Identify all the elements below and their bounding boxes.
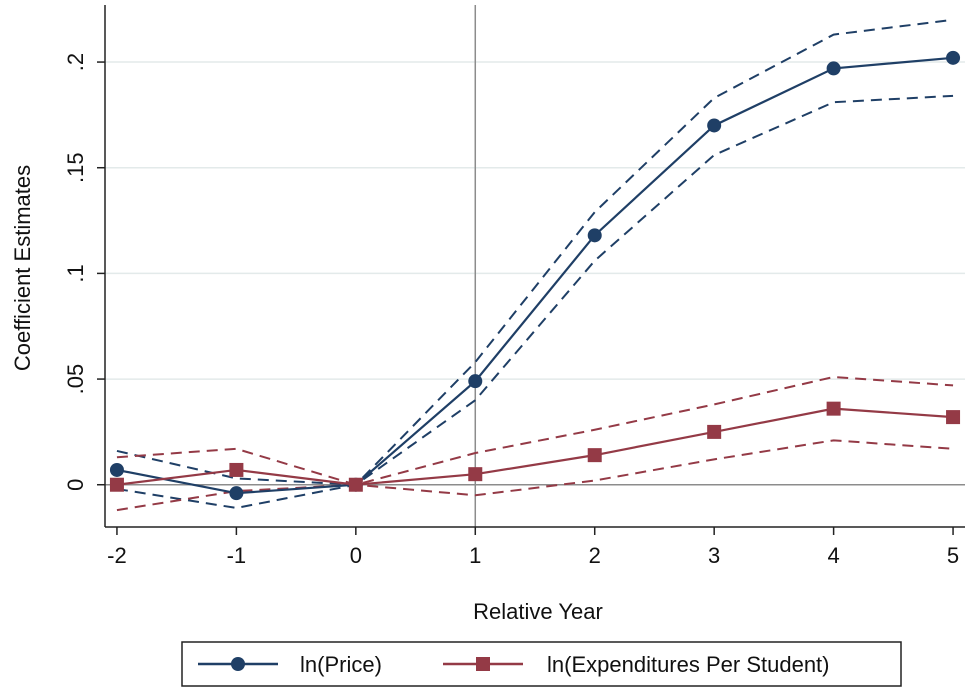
point-ln-expenditures-1 (229, 462, 244, 477)
point-ln-expenditures-4 (587, 448, 602, 463)
series-line-ln-price (116, 56, 954, 495)
y-tick-label-4: .2 (63, 53, 88, 71)
legend-box (181, 641, 902, 687)
point-ln-price-5 (707, 118, 722, 133)
x-tick-label-5: 3 (708, 543, 720, 568)
point-ln-expenditures-3 (468, 467, 483, 482)
y-tick-label-3: .15 (63, 152, 88, 183)
x-tick-label-3: 1 (469, 543, 481, 568)
ci-upper-ln-price (116, 18, 954, 486)
reference-lines (105, 5, 965, 527)
x-tick-label-1: -1 (227, 543, 247, 568)
y-tick-label-2: .1 (63, 264, 88, 282)
point-ln-price-6 (826, 61, 841, 76)
legend: ln(Price) ln(Expenditures Per Student) (181, 641, 902, 687)
x-tick-label-0: -2 (107, 543, 127, 568)
point-ln-expenditures-5 (707, 424, 722, 439)
x-tick-label-2: 0 (350, 543, 362, 568)
legend-marker-ln-expenditures (476, 657, 490, 671)
series-markers (109, 50, 961, 501)
y-axis-label: Coefficient Estimates (10, 165, 35, 371)
x-tick-label-6: 4 (827, 543, 839, 568)
series-line-ln-expenditures (116, 407, 954, 486)
axes: 0 .05 .1 .15 .2 -2 -1 0 1 2 3 4 5 (63, 5, 965, 568)
y-tick-label-1: .05 (63, 364, 88, 395)
point-ln-price-1 (229, 486, 244, 501)
point-ln-price-3 (468, 374, 483, 389)
point-ln-expenditures-6 (826, 401, 841, 416)
point-ln-expenditures-0 (109, 477, 124, 492)
point-ln-price-0 (109, 462, 124, 477)
legend-label-ln-expenditures: ln(Expenditures Per Student) (547, 652, 830, 677)
point-ln-price-4 (587, 228, 602, 243)
legend-label-ln-price: ln(Price) (300, 652, 382, 677)
x-tick-label-7: 5 (947, 543, 959, 568)
point-ln-expenditures-2 (348, 477, 363, 492)
x-tick-label-4: 2 (589, 543, 601, 568)
ci-lower-ln-expenditures (116, 439, 954, 512)
legend-marker-ln-price (231, 657, 245, 671)
y-tick-label-0: 0 (63, 479, 88, 491)
series-lines (116, 56, 954, 495)
point-ln-expenditures-7 (946, 410, 961, 425)
point-ln-price-7 (946, 50, 961, 65)
plot-background (105, 5, 965, 527)
confidence-bands (116, 18, 954, 512)
x-axis-label: Relative Year (473, 599, 603, 624)
